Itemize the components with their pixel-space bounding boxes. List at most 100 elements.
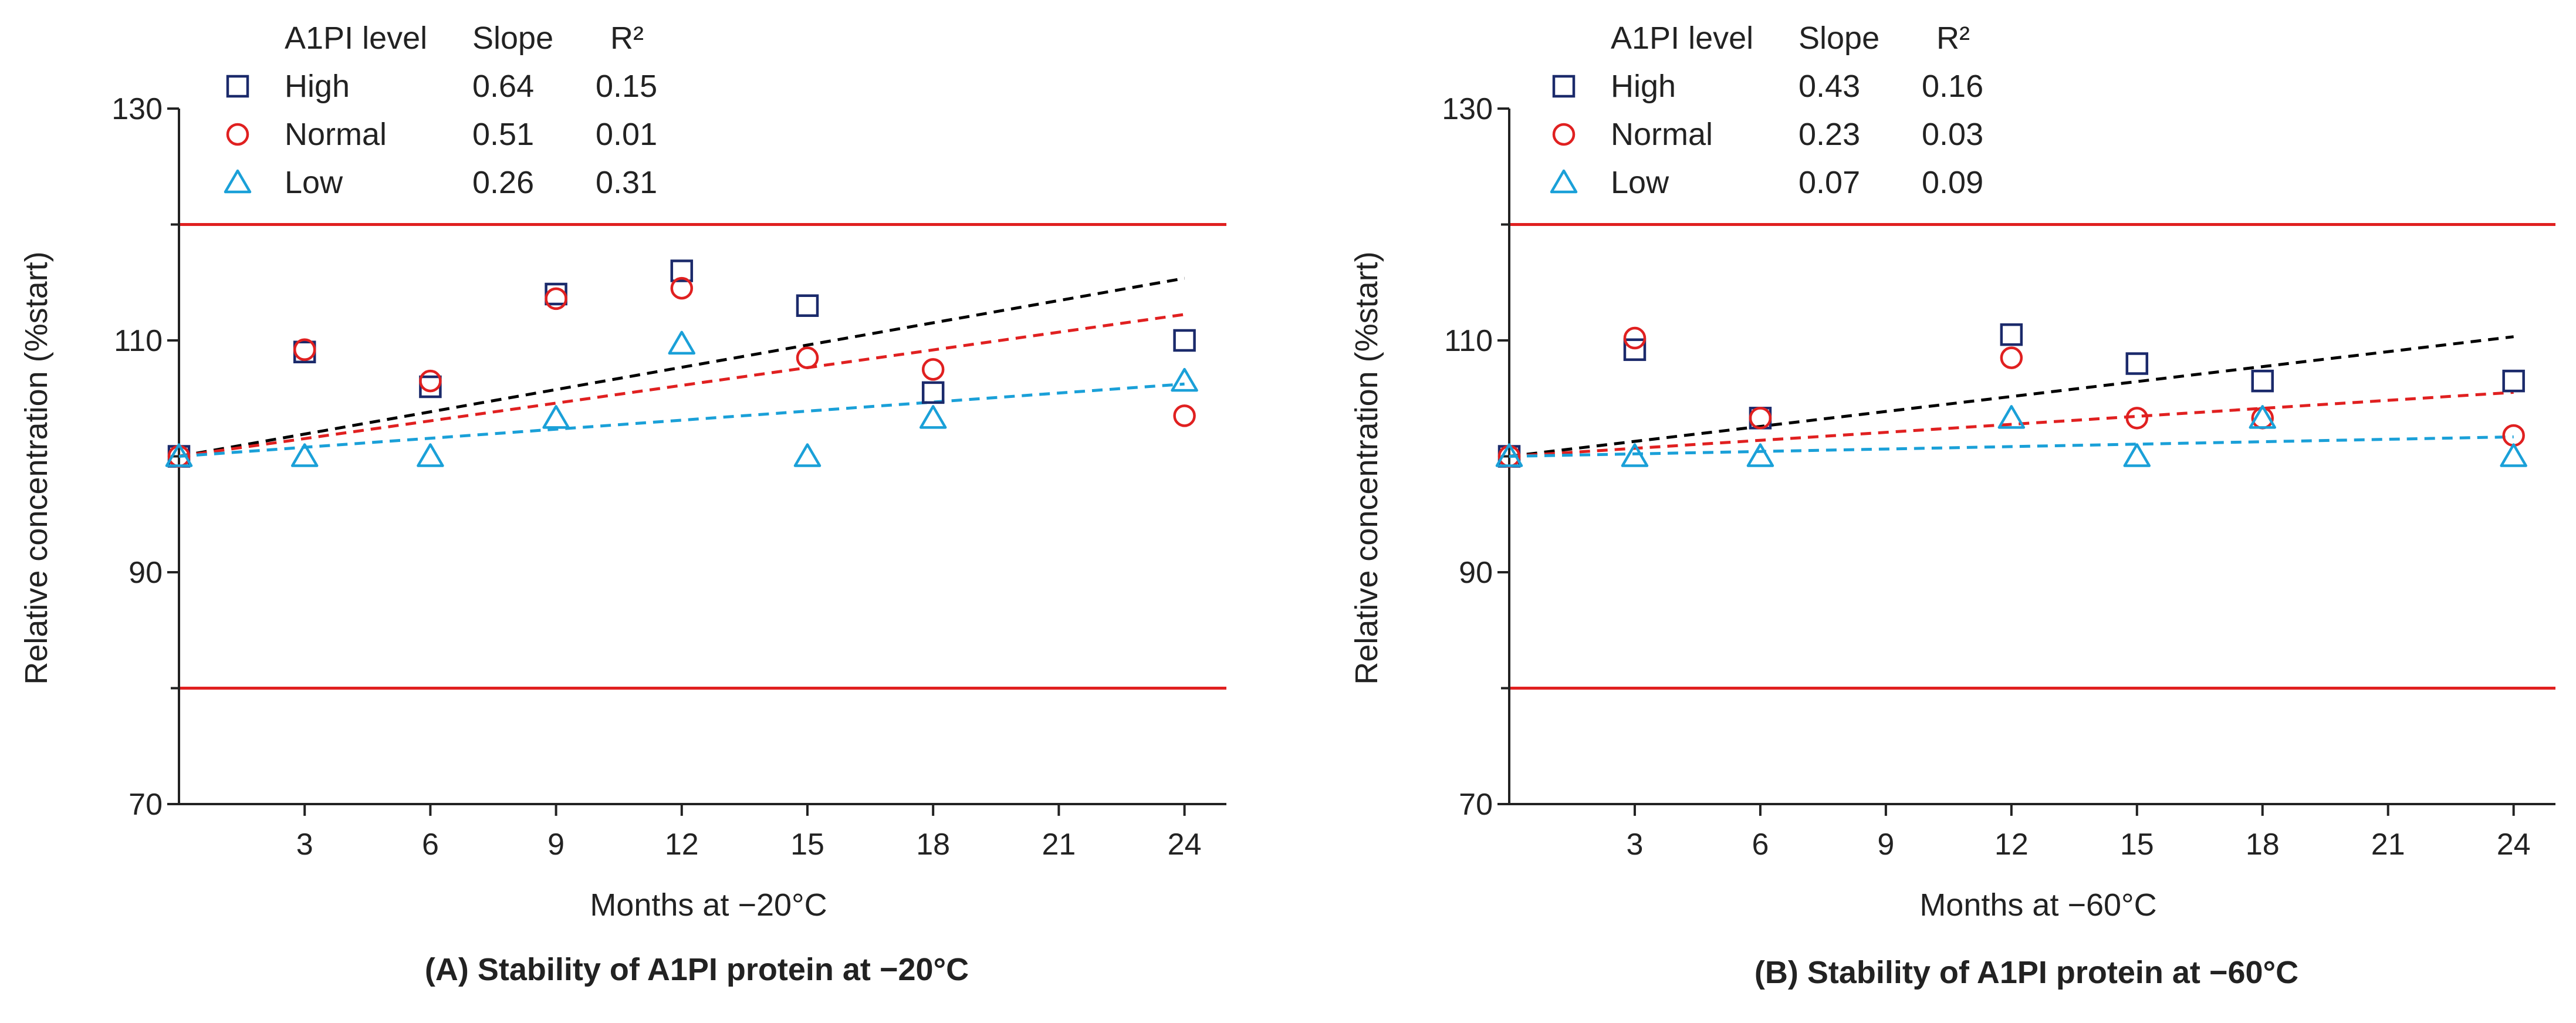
x-tick-label: 12	[1994, 828, 2029, 862]
data-point-low	[1997, 405, 2026, 429]
data-point-high	[419, 375, 442, 399]
y-axis-label: Relative concentration (%start)	[19, 251, 54, 684]
y-tick-label: 90	[1459, 556, 1493, 590]
x-tick-label: 24	[1168, 828, 1202, 862]
legend-label-normal: Normal	[1611, 117, 1713, 152]
legend-slope-high: 0.43	[1799, 69, 1860, 104]
data-point-low	[668, 330, 696, 355]
x-tick-label: 18	[916, 828, 950, 862]
data-point-high	[1623, 338, 1647, 362]
data-point-high	[545, 282, 567, 306]
legend-marker-high	[226, 75, 249, 98]
legend-r2-normal: 0.03	[1922, 117, 1983, 152]
x-tick-label: 9	[547, 828, 564, 862]
data-point-low	[2249, 405, 2277, 429]
data-point-high	[2000, 323, 2023, 346]
data-point-normal	[1749, 407, 1772, 430]
legend-header-slope: Slope	[472, 21, 553, 56]
trend-line-high	[178, 276, 1185, 458]
data-point-normal	[2502, 424, 2525, 447]
legend: A1PI level Slope R² High 0.43 0.16 Normal 0.23 0…	[1550, 21, 1983, 200]
legend-header-r2: R²	[610, 21, 644, 56]
data-point-high	[1173, 329, 1196, 352]
data-point-normal	[921, 358, 945, 381]
legend-slope-normal: 0.51	[472, 117, 534, 152]
trend-line-high	[1509, 335, 2514, 458]
x-tick-label: 6	[1752, 828, 1769, 862]
data-point-low	[1746, 443, 1774, 467]
trend-line-low	[178, 382, 1185, 458]
legend-slope-low: 0.07	[1799, 165, 1860, 200]
legend-marker-high	[1552, 75, 1576, 98]
x-tick-label: 24	[2497, 828, 2531, 862]
data-point-high	[2125, 352, 2149, 375]
series-high	[1497, 323, 2525, 468]
data-point-normal	[1623, 326, 1647, 350]
legend-header-slope: Slope	[1799, 21, 1879, 56]
data-point-normal	[670, 276, 694, 300]
legend-slope-high: 0.64	[472, 69, 534, 104]
x-axis-label: Months at −60°C	[1919, 887, 2156, 923]
chart-panel-b: 70 90 110 130 3 6 9 12 15 18 21 24 Months at −60°C Re…	[1349, 21, 2555, 990]
trend-line-normal	[178, 313, 1185, 458]
x-tick-label: 6	[422, 828, 439, 862]
data-point-low	[2123, 443, 2151, 467]
data-point-normal	[293, 338, 316, 362]
data-point-low	[542, 405, 570, 429]
x-tick-label: 15	[2120, 828, 2154, 862]
trend-line-normal	[1509, 390, 2514, 458]
y-tick-label: 130	[111, 92, 163, 126]
legend-label-low: Low	[285, 165, 343, 200]
series-low	[1495, 405, 2527, 467]
legend-r2-high: 0.16	[1922, 69, 1983, 104]
data-point-normal	[796, 346, 819, 369]
y-tick-label: 70	[1459, 788, 1493, 822]
chart-caption: (A) Stability of A1PI protein at −20°C	[425, 952, 969, 987]
x-tick-label: 12	[665, 828, 699, 862]
y-tick-label: 70	[129, 788, 163, 822]
data-point-low	[793, 443, 822, 467]
y-tick-label: 90	[129, 556, 163, 590]
legend-marker-normal	[1552, 123, 1576, 146]
data-point-low	[165, 443, 193, 467]
x-tick-label: 21	[2371, 828, 2405, 862]
legend-header-r2: R²	[1936, 21, 1970, 56]
data-point-high	[2502, 369, 2525, 393]
legend-label-normal: Normal	[285, 117, 387, 152]
series-low	[165, 330, 1198, 467]
data-point-high	[921, 381, 945, 404]
data-point-high	[670, 259, 694, 282]
series-normal	[167, 276, 1196, 468]
legend-header-level: A1PI level	[285, 21, 427, 56]
data-point-high	[796, 294, 819, 317]
legend-r2-low: 0.31	[596, 165, 657, 200]
data-point-low	[2500, 443, 2527, 467]
y-tick-label: 110	[1444, 324, 1493, 358]
legend-label-high: High	[1611, 69, 1676, 104]
data-point-high	[2251, 369, 2274, 393]
x-tick-label: 15	[790, 828, 824, 862]
chart-panel-a: 70 90 110 130 3 6 9 12 15 18 21 24 Months at −20°C Re…	[19, 21, 1226, 987]
data-point-normal	[2125, 407, 2149, 430]
x-tick-label: 21	[1042, 828, 1076, 862]
legend-marker-normal	[226, 123, 249, 146]
trend-line-low	[1509, 435, 2514, 458]
x-axis-label: Months at −20°C	[590, 887, 827, 923]
legend-marker-low	[224, 169, 252, 194]
legend-label-high: High	[285, 69, 350, 104]
data-point-low	[919, 405, 947, 429]
legend-marker-low	[1550, 169, 1578, 194]
data-point-normal	[419, 369, 442, 393]
legend-slope-normal: 0.23	[1799, 117, 1860, 152]
legend-slope-low: 0.26	[472, 165, 534, 200]
y-axis-label: Relative concentration (%start)	[1349, 251, 1384, 684]
legend-label-low: Low	[1611, 165, 1669, 200]
data-point-low	[1621, 443, 1649, 467]
legend: A1PI level Slope R² High 0.64 0.15 Normal 0.51 0…	[224, 21, 657, 200]
data-point-low	[417, 443, 444, 467]
data-point-normal	[1173, 404, 1196, 427]
data-point-low	[1495, 443, 1523, 467]
x-tick-label: 18	[2246, 828, 2280, 862]
